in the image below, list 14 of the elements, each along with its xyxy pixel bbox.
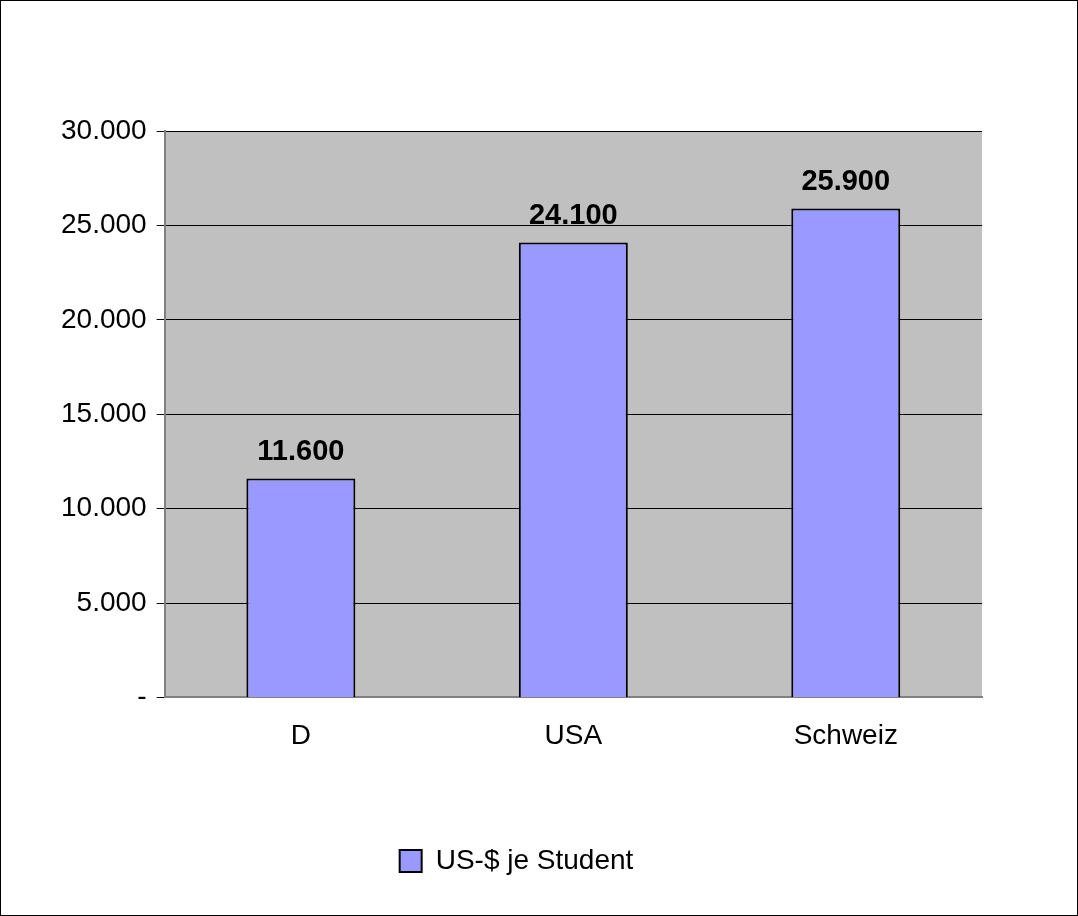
x-tick-label: USA [544, 718, 603, 750]
data-label: 25.900 [801, 163, 891, 196]
y-tick-label: 5.000 [76, 585, 147, 617]
y-tick-label: 10.000 [61, 491, 147, 523]
x-tick-label: D [290, 718, 311, 750]
y-tick-label: 15.000 [61, 396, 147, 428]
x-tick-label: Schweiz [793, 718, 898, 750]
legend-label: US-$ je Student [435, 843, 634, 875]
data-label: 11.600 [257, 433, 345, 466]
y-tick-label: 25.000 [61, 208, 147, 240]
y-tick-label: 20.000 [61, 302, 147, 334]
y-tick-label: - [137, 680, 147, 712]
data-label: 24.100 [528, 197, 618, 230]
y-tick-label: 30.000 [61, 113, 147, 145]
